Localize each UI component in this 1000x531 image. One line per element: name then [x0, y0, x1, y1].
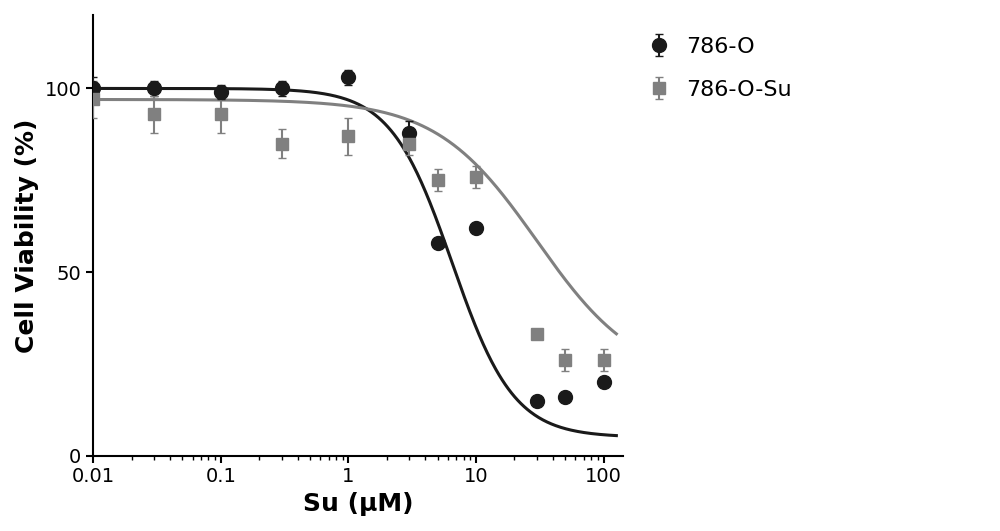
X-axis label: Su (μM): Su (μM) [303, 492, 413, 516]
Legend: 786-O, 786-O-Su: 786-O, 786-O-Su [639, 26, 803, 111]
Y-axis label: Cell Viability (%): Cell Viability (%) [15, 118, 39, 353]
